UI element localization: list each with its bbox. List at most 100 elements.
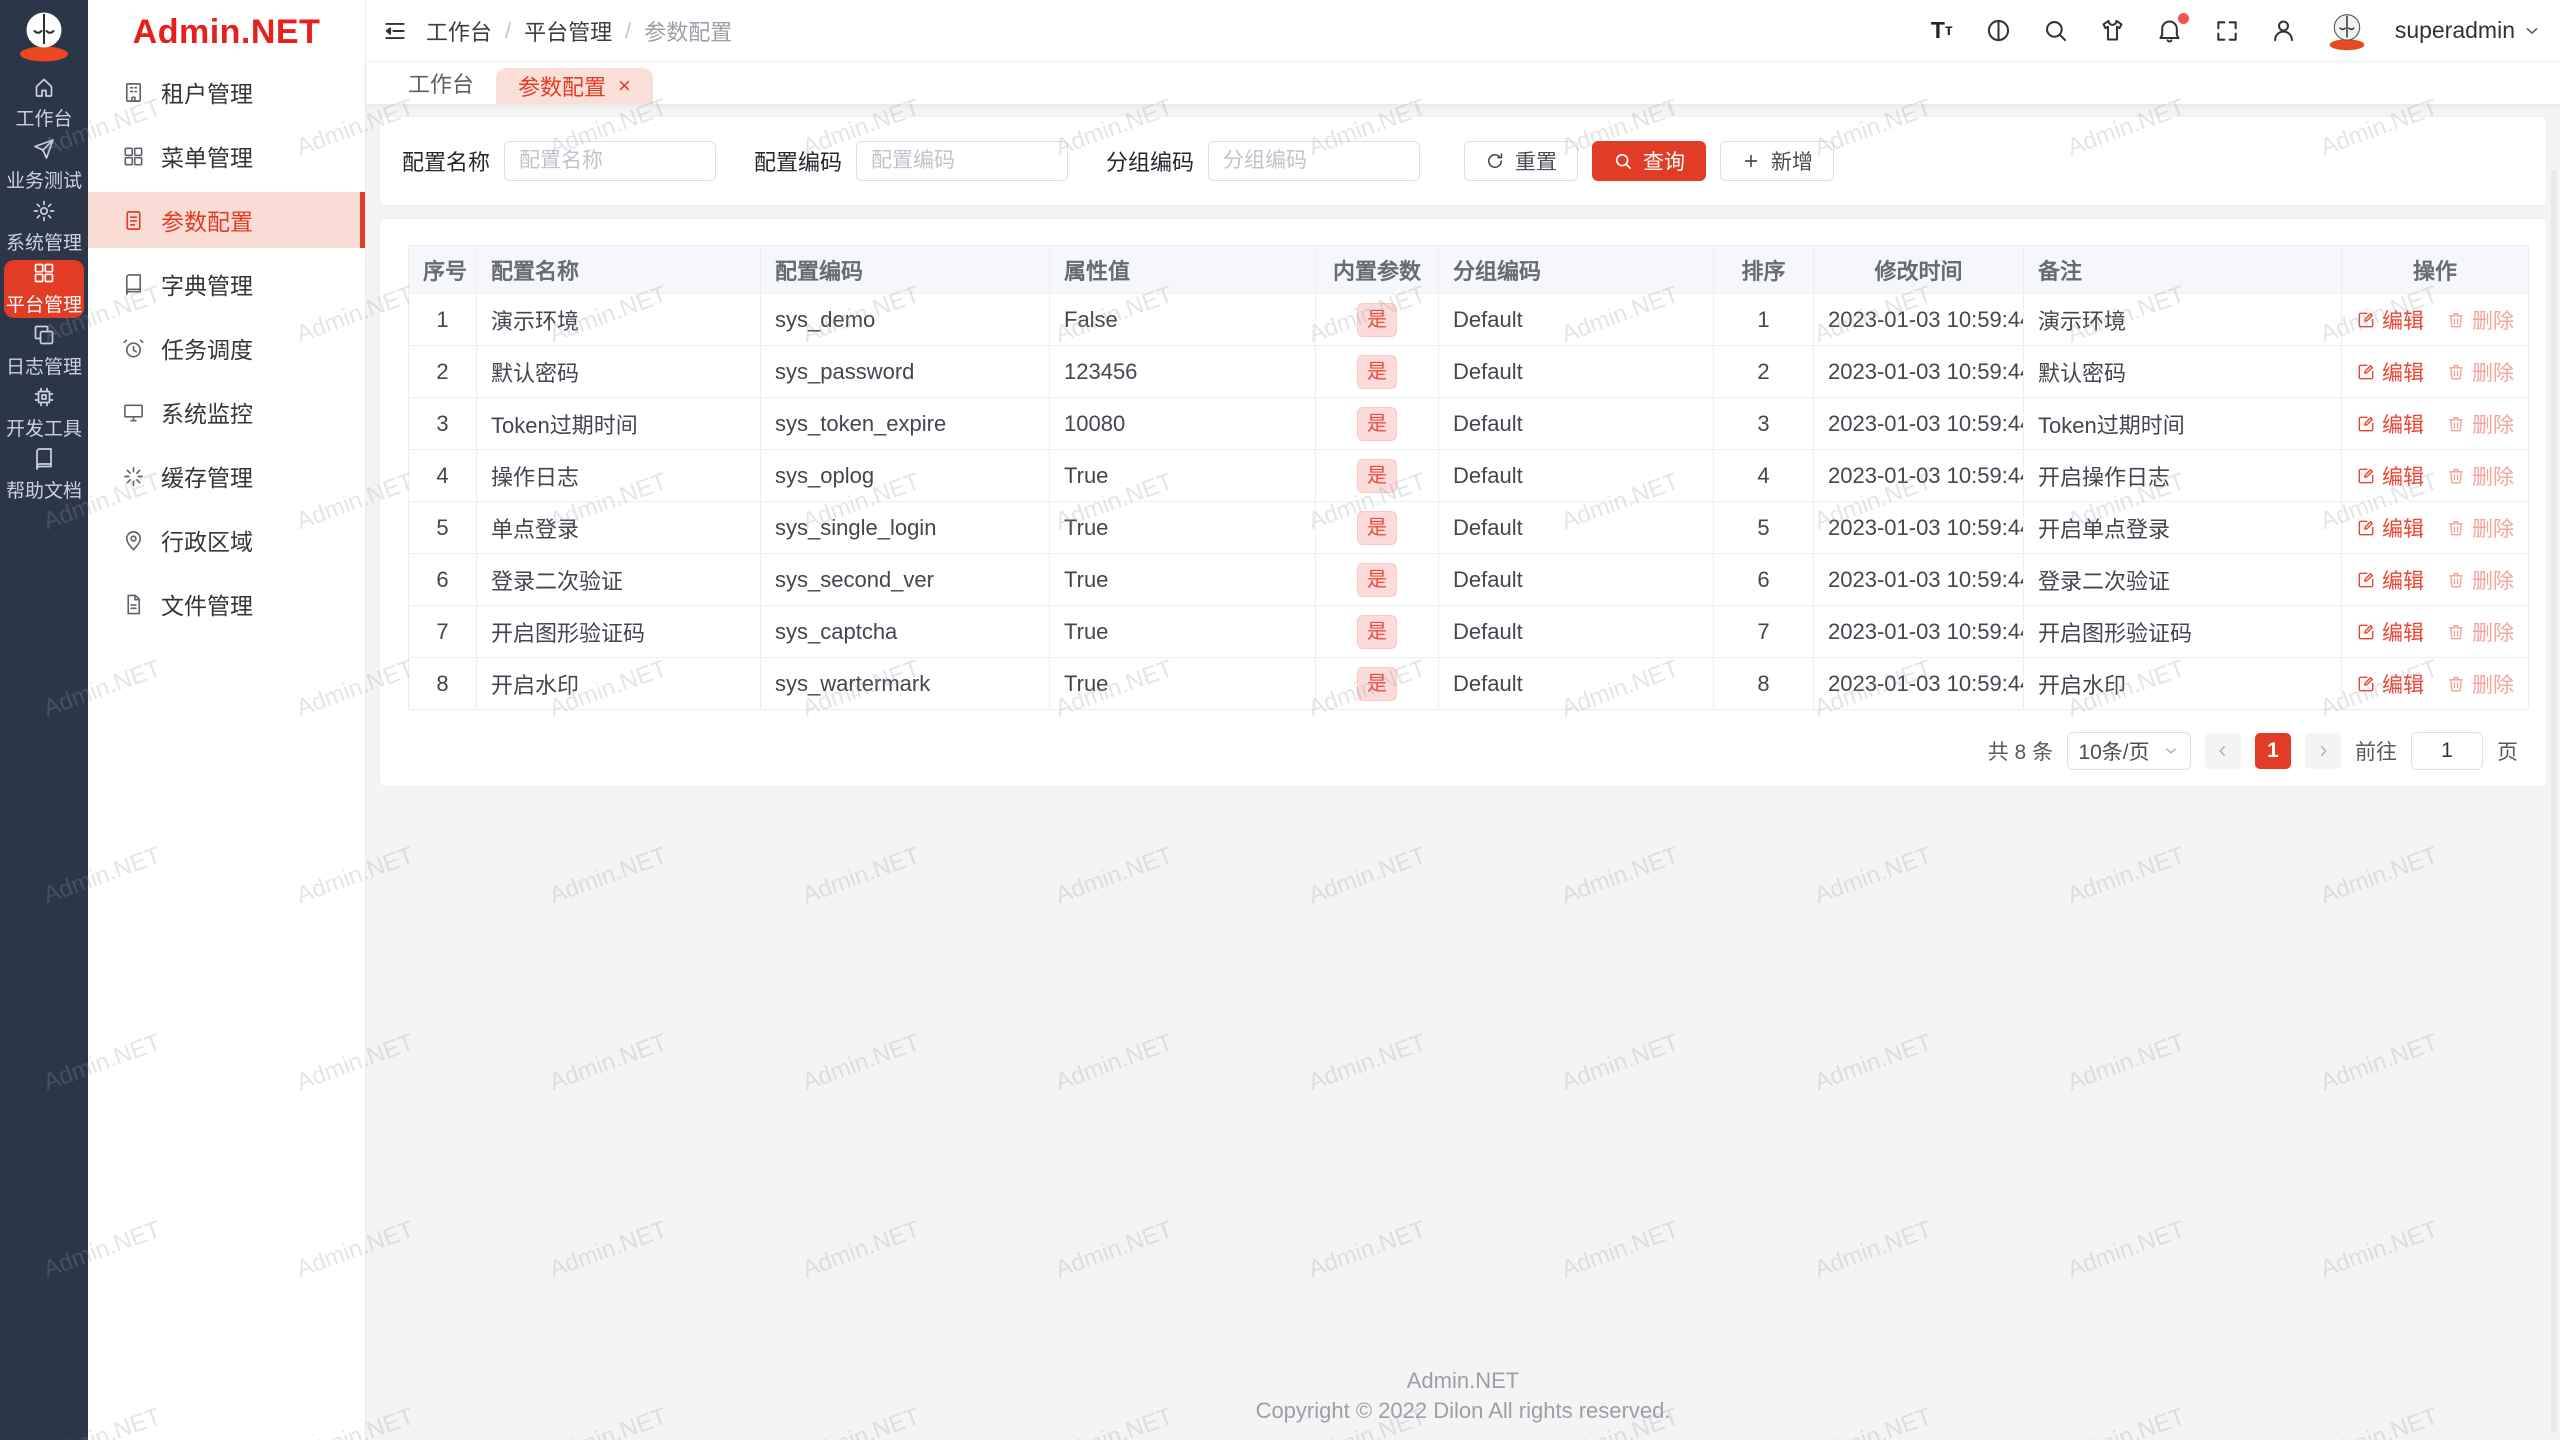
collapse-menu-icon[interactable] [380, 16, 410, 46]
close-icon[interactable]: × [618, 73, 631, 98]
config-code-label: 配置编码 [754, 150, 843, 175]
sidebar-item-monitor[interactable]: 系统监控 [88, 384, 365, 440]
reset-button[interactable]: 重置 [1464, 141, 1579, 181]
user-menu[interactable]: superadmin [2395, 17, 2542, 44]
sidebar-item-config[interactable]: 参数配置 [88, 192, 365, 248]
sidebar-item-label: 文件管理 [161, 593, 253, 619]
cell-seq: 4 [408, 449, 477, 502]
cell-seq: 7 [408, 605, 477, 658]
edit-button[interactable]: 编辑 [2356, 461, 2424, 491]
breadcrumb-item-platform[interactable]: 平台管理 [524, 19, 613, 45]
rail-item-dev-tools[interactable]: 开发工具 [4, 384, 84, 442]
language-icon[interactable] [1984, 16, 2014, 46]
tab-0[interactable]: 工作台 [400, 62, 482, 104]
monitor-icon [124, 403, 143, 421]
sidebar-item-label: 字典管理 [161, 273, 253, 299]
delete-button[interactable]: 删除 [2446, 305, 2514, 335]
rail-item-help-docs[interactable]: 帮助文档 [4, 446, 84, 504]
cell-actions: 编辑 删除 [2341, 657, 2529, 710]
edit-button[interactable]: 编辑 [2356, 305, 2424, 335]
rail-item-business-test[interactable]: 业务测试 [4, 136, 84, 194]
rail-item-log-mgmt[interactable]: 日志管理 [4, 322, 84, 380]
pagination-total: 共 8 条 [1987, 741, 2053, 764]
edit-icon [2358, 572, 2374, 587]
group-code-input[interactable] [1208, 141, 1421, 181]
goto-label: 前往 [2355, 741, 2397, 764]
edit-button[interactable]: 编辑 [2356, 409, 2424, 439]
scrollbar[interactable] [2551, 170, 2557, 1432]
secondary-sidebar: Admin.NET 租户管理 菜单管理 参数配置 字典管理 任务调度 系统监控 缓存管理 行政… [88, 0, 366, 1440]
cell-name: 单点登录 [476, 501, 761, 554]
config-code-input[interactable] [856, 141, 1069, 181]
cell-code: sys_single_login [760, 501, 1050, 554]
sidebar-item-tenant[interactable]: 租户管理 [88, 64, 365, 120]
delete-button[interactable]: 删除 [2446, 409, 2514, 439]
table-row: 6 登录二次验证 sys_second_ver True 是 Default 6 2023-0… [408, 553, 2529, 606]
delete-button[interactable]: 删除 [2446, 357, 2514, 387]
book-icon [125, 273, 142, 295]
fullscreen-icon[interactable] [2212, 16, 2242, 46]
query-button[interactable]: 查询 [1592, 141, 1707, 181]
breadcrumb-item-workbench[interactable]: 工作台 [426, 19, 493, 45]
send-icon [34, 139, 54, 159]
group-code-label: 分组编码 [1106, 150, 1195, 175]
cell-remark: 演示环境 [2023, 293, 2342, 346]
rail-item-label: 平台管理 [5, 295, 82, 316]
footer-copyright: Copyright © 2022 Dilon All rights reserv… [1255, 1398, 1671, 1423]
cell-name: 演示环境 [476, 293, 761, 346]
table-row: 4 操作日志 sys_oplog True 是 Default 4 2023-01-03 10… [408, 449, 2529, 502]
config-name-input[interactable] [504, 141, 717, 181]
page-size-select[interactable]: 10条/页 [2067, 732, 2191, 770]
edit-button[interactable]: 编辑 [2356, 565, 2424, 595]
cell-code: sys_wartermark [760, 657, 1050, 710]
reset-label: 重置 [1515, 151, 1558, 174]
column-header-5: 分组编码 [1438, 245, 1714, 294]
rail-item-platform-mgmt[interactable]: 平台管理 [4, 260, 84, 318]
cell-group: Default [1438, 449, 1714, 502]
search-icon[interactable] [2041, 16, 2071, 46]
delete-button[interactable]: 删除 [2446, 617, 2514, 647]
sidebar-item-schedule[interactable]: 任务调度 [88, 320, 365, 376]
edit-button[interactable]: 编辑 [2356, 357, 2424, 387]
edit-button[interactable]: 编辑 [2356, 669, 2424, 699]
building-icon-wrap [122, 81, 145, 104]
user-avatar[interactable] [2326, 11, 2368, 51]
next-page-button[interactable] [2305, 733, 2341, 769]
app-mascot-logo[interactable] [15, 8, 73, 62]
delete-button[interactable]: 删除 [2446, 669, 2514, 699]
cell-code: sys_second_ver [760, 553, 1050, 606]
notification-bell-icon[interactable] [2155, 12, 2189, 46]
page-number-button[interactable]: 1 [2255, 733, 2291, 769]
sidebar-item-dict[interactable]: 字典管理 [88, 256, 365, 312]
builtin-tag: 是 [1357, 510, 1397, 545]
delete-button[interactable]: 删除 [2446, 461, 2514, 491]
cell-code: sys_token_expire [760, 397, 1050, 450]
edit-button[interactable]: 编辑 [2356, 617, 2424, 647]
delete-button[interactable]: 删除 [2446, 513, 2514, 543]
edit-button[interactable]: 编辑 [2356, 513, 2424, 543]
cell-name: 开启图形验证码 [476, 605, 761, 658]
add-button[interactable]: 新增 [1720, 141, 1835, 181]
goto-page-input[interactable] [2411, 732, 2483, 770]
cell-actions: 编辑 删除 [2341, 397, 2529, 450]
prev-page-button[interactable] [2205, 733, 2241, 769]
user-icon[interactable] [2269, 16, 2299, 46]
rail-item-workbench[interactable]: 工作台 [4, 74, 84, 132]
sidebar-item-region[interactable]: 行政区域 [88, 512, 365, 568]
sidebar-item-menu[interactable]: 菜单管理 [88, 128, 365, 184]
theme-icon[interactable] [2098, 16, 2128, 46]
builtin-tag: 是 [1357, 458, 1397, 493]
sidebar-item-cache[interactable]: 缓存管理 [88, 448, 365, 504]
sidebar-item-file[interactable]: 文件管理 [88, 576, 365, 632]
delete-button[interactable]: 删除 [2446, 565, 2514, 595]
sidebar-item-label: 行政区域 [161, 529, 253, 555]
cell-remark: 登录二次验证 [2023, 553, 2342, 606]
rail-item-system-mgmt[interactable]: 系统管理 [4, 198, 84, 256]
breadcrumb-item-current: 参数配置 [644, 19, 733, 45]
breadcrumb: 工作台 / 平台管理 / 参数配置 [426, 15, 732, 47]
rail-item-label: 工作台 [15, 109, 73, 130]
cell-code: sys_demo [760, 293, 1050, 346]
config-name-label: 配置名称 [402, 150, 491, 175]
tab-1[interactable]: 参数配置 × [496, 68, 653, 104]
